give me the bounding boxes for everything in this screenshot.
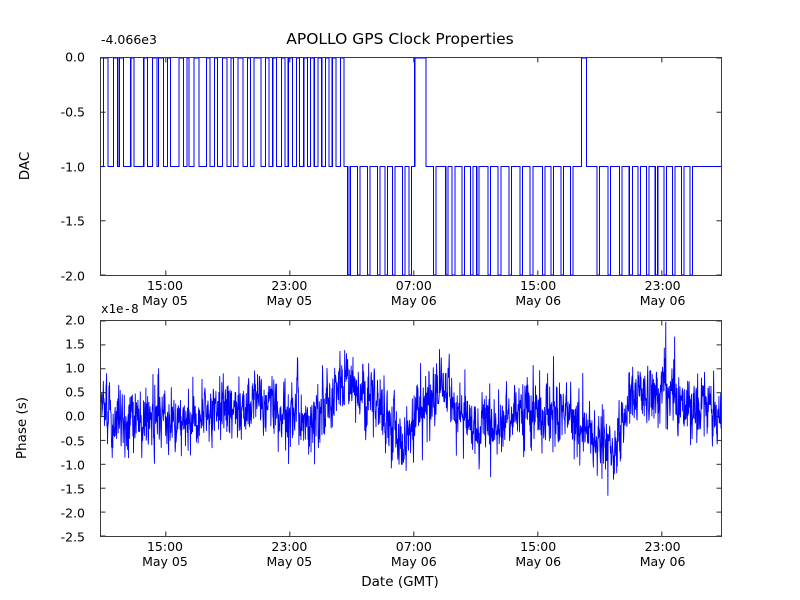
x-tick-date: May 06 (390, 554, 437, 569)
dac-series-path (101, 58, 721, 275)
dac-tick-marks (101, 58, 721, 275)
x-tick-date: May 05 (142, 554, 188, 569)
x-tick-label: 23:00 May 05 (267, 278, 313, 308)
dac-plot-area (100, 57, 722, 276)
y-tick-label: -1.0 (60, 159, 85, 174)
x-tick-time: 07:00 (395, 539, 432, 554)
phase-plot-area (100, 320, 722, 537)
x-tick-date: May 06 (639, 293, 686, 308)
x-tick-date: May 06 (639, 554, 686, 569)
y-tick-label: -0.5 (60, 104, 85, 120)
y-tick-label: -2.0 (60, 268, 85, 284)
y-tick-label: -1.5 (60, 213, 85, 229)
y-tick-label: 2.0 (65, 312, 85, 328)
x-tick-time: 23:00 (644, 278, 681, 293)
dac-step-line (101, 58, 721, 275)
dac-offset-text: -4.066e3 (101, 32, 157, 47)
y-tick-label: -1.5 (60, 481, 85, 497)
x-tick-time: 15:00 (146, 278, 183, 293)
x-tick-date: May 05 (266, 554, 313, 569)
phase-y-axis-label: Phase (s) (14, 396, 30, 460)
y-tick-label: 0.0 (65, 408, 85, 424)
y-tick-label: 0.0 (65, 49, 85, 65)
y-tick-label: -0.5 (60, 433, 85, 449)
x-tick-date: May 05 (142, 293, 188, 308)
y-tick-label: -1.0 (60, 457, 85, 473)
x-tick-label: 15:00 May 05 (142, 539, 188, 569)
x-tick-label: 07:00 May 06 (391, 278, 437, 308)
x-tick-label: 23:00 May 05 (267, 539, 313, 569)
x-tick-time: 15:00 (520, 539, 557, 554)
dac-y-axis-label: DAC (17, 151, 33, 181)
phase-series-path (101, 321, 721, 496)
phase-scale-text: x1e-8 (101, 301, 139, 316)
x-tick-date: May 06 (515, 293, 562, 308)
x-tick-time: 15:00 (146, 539, 183, 554)
x-tick-label: 15:00 May 05 (142, 278, 188, 308)
x-tick-time: 23:00 (271, 278, 308, 293)
x-tick-time: 23:00 (644, 539, 681, 554)
phase-noise-line (101, 321, 721, 536)
x-tick-time: 23:00 (271, 539, 308, 554)
y-tick-label: -2.5 (60, 529, 85, 545)
x-tick-date: May 06 (515, 554, 562, 569)
x-tick-label: 07:00 May 06 (391, 539, 437, 569)
page-title: APOLLO GPS Clock Properties (286, 30, 514, 48)
x-tick-date: May 05 (266, 293, 313, 308)
dac-x-tick-labels: 15:00 May 05 23:00 May 05 07:00 May 06 15:00 Ma… (0, 278, 800, 318)
y-tick-label: 1.0 (65, 360, 85, 376)
x-tick-label: 23:00 May 06 (640, 278, 686, 308)
x-tick-label: 15:00 May 06 (515, 278, 561, 308)
y-tick-label: 0.5 (65, 384, 85, 400)
x-tick-date: May 06 (390, 293, 437, 308)
x-tick-time: 07:00 (395, 278, 432, 293)
x-tick-time: 15:00 (520, 278, 557, 293)
y-tick-label: -2.0 (60, 505, 85, 521)
x-tick-label: 23:00 May 06 (640, 539, 686, 569)
x-tick-label: 15:00 May 06 (515, 539, 561, 569)
y-tick-label: 1.5 (65, 336, 85, 352)
x-axis-label: Date (GMT) (361, 574, 439, 590)
phase-x-tick-labels: 15:00 May 05 23:00 May 05 07:00 May 06 15:00 Ma… (0, 539, 800, 579)
